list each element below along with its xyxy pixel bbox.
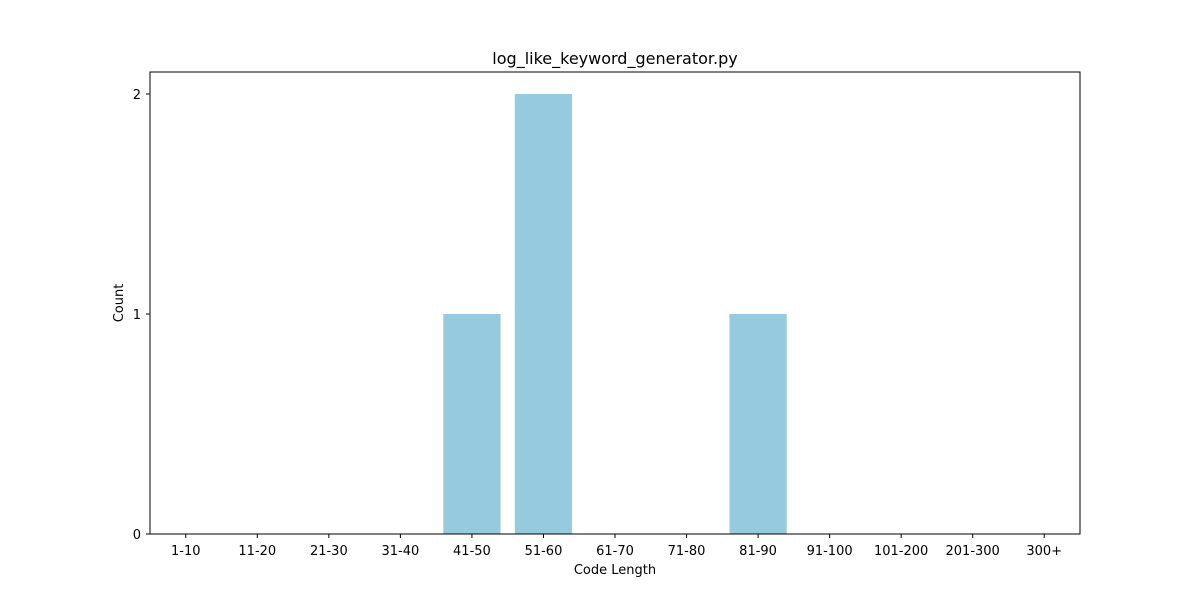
x-tick-label: 81-90 [739, 544, 777, 559]
x-axis-ticks: 1-10 11-20 21-30 31-40 41-50 51-60 61-70 71-80 8… [171, 534, 1062, 559]
x-tick-label: 71-80 [668, 544, 706, 559]
bar-81-90 [729, 314, 787, 534]
x-tick-label: 1-10 [171, 544, 201, 559]
x-tick-label: 91-100 [807, 544, 853, 559]
x-tick-label: 101-200 [874, 544, 928, 559]
y-tick-label: 2 [133, 88, 141, 103]
y-axis-ticks: 0 1 2 [133, 88, 150, 543]
chart-title: log_like_keyword_generator.py [492, 49, 737, 69]
x-tick-label: 11-20 [238, 544, 276, 559]
x-tick-label: 31-40 [381, 544, 419, 559]
y-tick-label: 1 [133, 308, 141, 323]
x-axis-label: Code Length [574, 563, 656, 578]
plot-frame [149, 71, 1081, 535]
bars-group [443, 94, 787, 534]
bar-51-60 [514, 94, 573, 534]
x-tick-label: 300+ [1026, 544, 1062, 559]
y-axis-label: Count [112, 284, 127, 323]
x-tick-label: 61-70 [596, 544, 634, 559]
x-tick-label: 41-50 [453, 544, 491, 559]
bar-41-50 [443, 314, 501, 534]
x-tick-label: 21-30 [310, 544, 348, 559]
x-tick-label: 201-300 [946, 544, 1000, 559]
x-tick-label: 51-60 [525, 544, 563, 559]
y-tick-label: 0 [133, 528, 141, 543]
